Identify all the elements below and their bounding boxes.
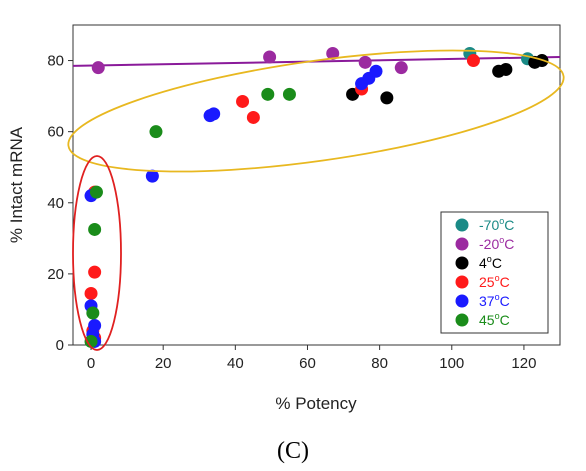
data-point — [149, 125, 163, 139]
x-axis-label: % Potency — [275, 394, 357, 413]
data-point — [263, 50, 277, 64]
data-point — [499, 62, 513, 76]
data-point — [236, 94, 250, 108]
data-point — [91, 61, 105, 75]
legend-marker — [455, 313, 469, 327]
data-point — [86, 306, 100, 320]
x-tick-label: 60 — [299, 355, 316, 372]
legend-marker — [455, 256, 469, 270]
y-tick-label: 80 — [47, 53, 64, 70]
data-point — [88, 222, 102, 236]
y-tick-label: 40 — [47, 195, 64, 212]
plot-area-frame — [72, 24, 561, 346]
legend-marker — [455, 294, 469, 308]
x-tick-label: 40 — [227, 355, 244, 372]
yellow-cluster-ellipse — [67, 49, 565, 173]
x-tick-label: 20 — [155, 355, 172, 372]
data-point — [394, 61, 408, 75]
data-point — [326, 46, 340, 60]
data-point — [369, 64, 383, 78]
legend-marker — [455, 275, 469, 289]
data-point — [261, 87, 275, 101]
y-tick-label: 0 — [56, 337, 64, 354]
data-point — [358, 55, 372, 69]
data-point — [246, 110, 260, 124]
y-tick-label: 60 — [47, 124, 64, 141]
data-point — [145, 169, 159, 183]
data-point — [89, 185, 103, 199]
x-tick-label: 120 — [511, 355, 536, 372]
y-axis-label: % Intact mRNA — [7, 126, 26, 243]
x-tick-label: 80 — [371, 355, 388, 372]
data-point — [84, 334, 98, 348]
legend-entry: 45oC — [479, 311, 510, 328]
legend: -70oC -20oC 4oC 25oC 37oC 45oC — [440, 211, 549, 334]
y-axis-ticks: 0 20 40 60 80 — [47, 53, 73, 354]
legend-entry: -70oC — [479, 216, 514, 233]
data-point — [207, 107, 221, 121]
data-point — [380, 91, 394, 105]
red-cluster-ellipse — [72, 155, 122, 351]
legend-entry: 37oC — [479, 292, 510, 309]
legend-marker — [455, 237, 469, 251]
legend-entry: 25oC — [479, 273, 510, 290]
legend-box — [440, 211, 549, 334]
panel-label: (C) — [277, 438, 309, 464]
legend-entry: -20oC — [479, 235, 514, 252]
trend-line — [72, 56, 561, 67]
data-point — [282, 87, 296, 101]
x-tick-label: 100 — [439, 355, 464, 372]
data-point — [88, 265, 102, 279]
x-tick-label: 0 — [87, 355, 95, 372]
legend-marker — [455, 218, 469, 232]
y-tick-label: 20 — [47, 266, 64, 283]
legend-entry: 4oC — [479, 254, 502, 271]
data-point — [466, 54, 480, 68]
x-axis-ticks: 0 20 40 60 80 100 120 — [87, 345, 536, 372]
data-point — [84, 286, 98, 300]
